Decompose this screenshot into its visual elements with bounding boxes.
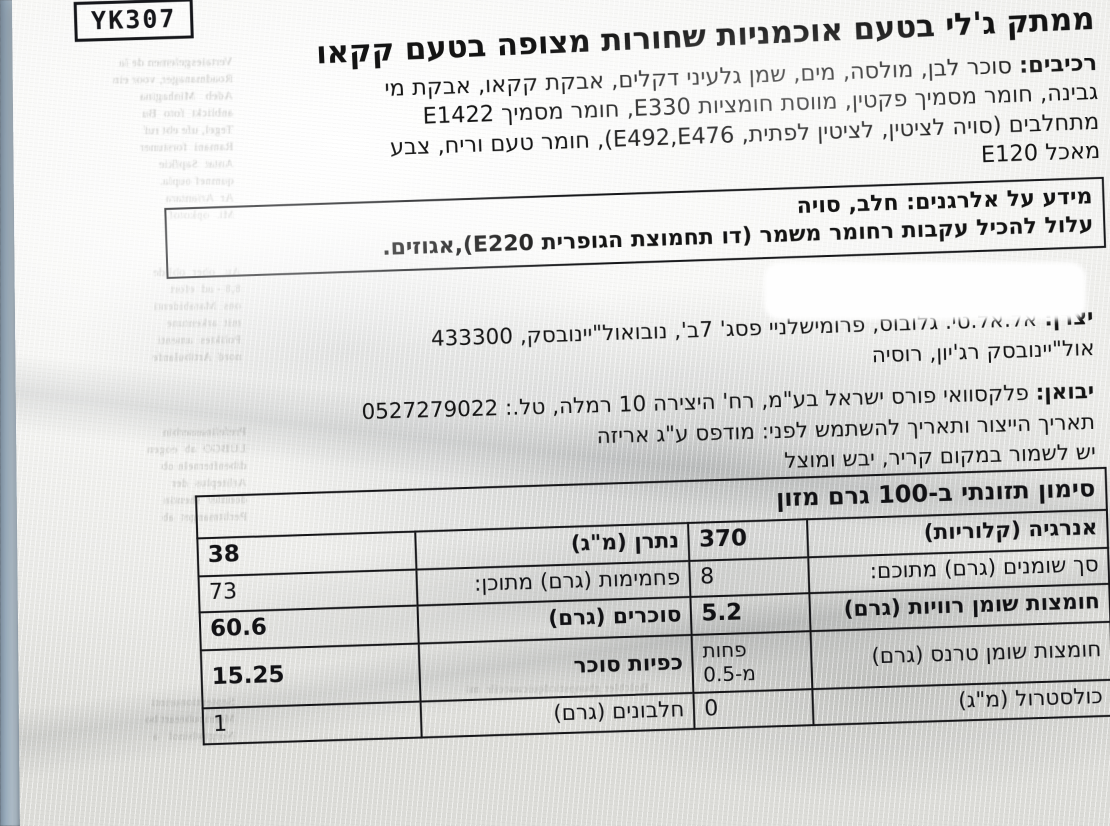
article-code-stamp: YK307 — [73, 0, 195, 42]
nutrition-right-value: 8 — [689, 556, 810, 597]
nutrition-left-name: חלבונים (גרם) — [420, 692, 695, 738]
nutrition-right-value: פחות מ-0.5 — [691, 630, 813, 693]
ingredients-block: רכיבים: סוכר לבן, מולסה, מים, שמן גלעיני… — [197, 49, 1101, 199]
nutrition-table-body: אנרגיה (קלוריות) 370 נתרן (מ"ג) 38 סך שומנים… — [197, 509, 1110, 745]
nutrition-left-value: 1 — [202, 701, 423, 745]
nutrition-right-value: 5.2 — [690, 593, 811, 635]
nutrition-left-value: 15.25 — [200, 643, 421, 708]
importer-label: יבואן: — [1035, 378, 1095, 406]
nutrition-right-value: 370 — [688, 519, 808, 561]
ingredients-label: רכיבים: — [1018, 49, 1098, 79]
nutrition-right-name: חומצות שומן טרנס (גרם) — [810, 621, 1110, 689]
nutrition-table-wrapper: סימון תזונתי ב-100 גרם מזון אנרגיה (קלור… — [195, 467, 1110, 745]
nutrition-table: סימון תזונתי ב-100 גרם מזון אנרגיה (קלור… — [195, 467, 1110, 745]
redaction-blob — [764, 262, 1086, 320]
nutrition-left-name: כפיות סוכר — [419, 634, 694, 702]
nutrition-right-value: 0 — [693, 688, 814, 729]
label-content-layer: YK307 ממתק ג'לי בטעם אוכמניות שחורות מצו… — [12, 0, 1110, 826]
